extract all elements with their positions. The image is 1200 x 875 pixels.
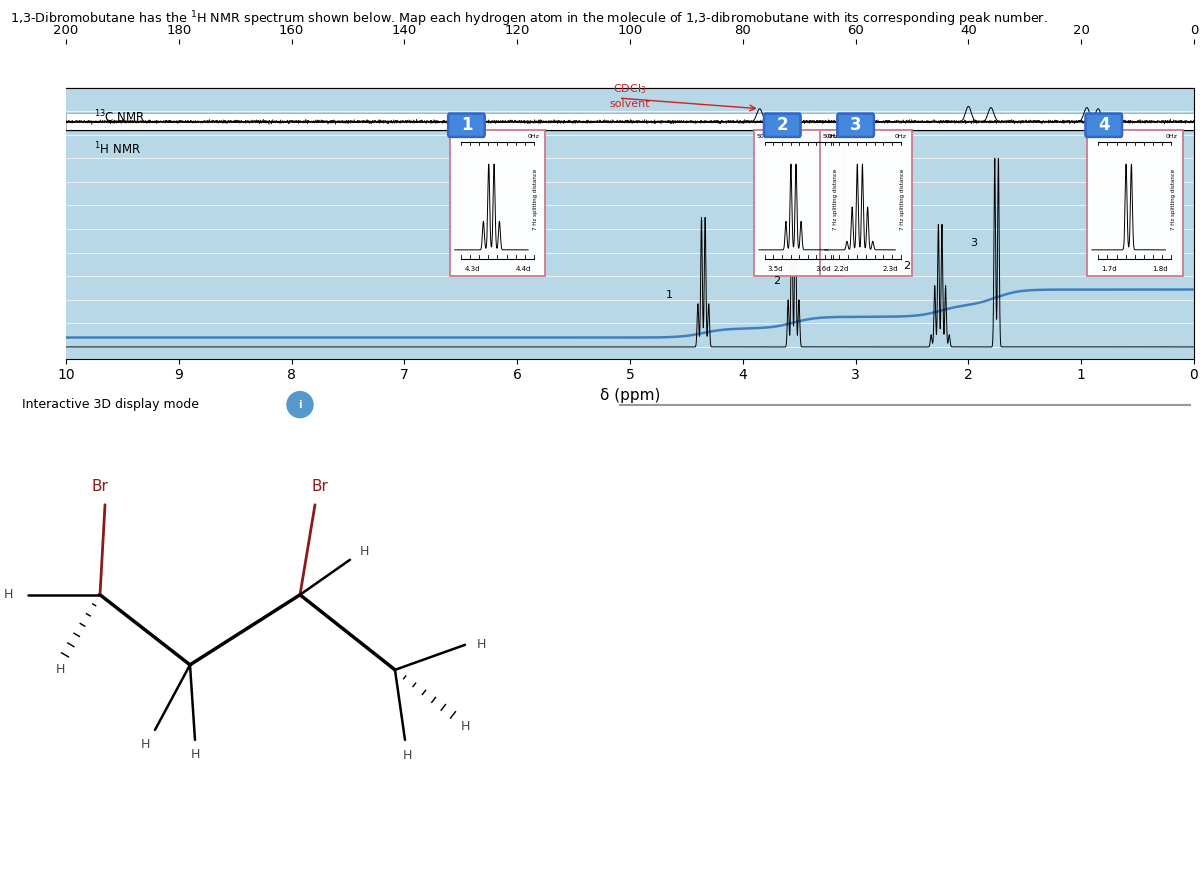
Bar <box>66 113 1194 130</box>
Circle shape <box>287 392 313 417</box>
Bar <box>450 130 545 276</box>
Text: 1: 1 <box>666 290 673 300</box>
Text: Interactive 3D display mode: Interactive 3D display mode <box>22 398 199 411</box>
Text: 50Hz: 50Hz <box>823 134 839 139</box>
Text: 50Hz: 50Hz <box>1091 134 1106 139</box>
Text: 2.3d: 2.3d <box>883 266 898 272</box>
Text: 4.4d: 4.4d <box>515 266 530 272</box>
FancyBboxPatch shape <box>1086 114 1122 136</box>
Text: i: i <box>298 400 302 410</box>
Text: 0Hz: 0Hz <box>895 134 907 139</box>
Text: 0Hz: 0Hz <box>1165 134 1177 139</box>
Text: 1.8d: 1.8d <box>1152 266 1168 272</box>
Text: 50Hz: 50Hz <box>757 134 773 139</box>
Text: 1: 1 <box>461 116 472 134</box>
Bar <box>820 130 912 276</box>
FancyBboxPatch shape <box>764 114 800 136</box>
Text: 1.7d: 1.7d <box>1102 266 1117 272</box>
Text: $^{13}$C NMR: $^{13}$C NMR <box>94 108 145 125</box>
Text: 4.3d: 4.3d <box>464 266 480 272</box>
Text: H: H <box>191 748 199 761</box>
Text: 2: 2 <box>902 262 910 271</box>
Text: $^1$H NMR: $^1$H NMR <box>94 141 142 158</box>
Text: H: H <box>402 749 412 762</box>
Text: 2: 2 <box>776 116 788 134</box>
Text: H: H <box>55 663 65 676</box>
Text: 50Hz: 50Hz <box>454 134 469 139</box>
Text: Br: Br <box>91 480 108 494</box>
Text: H: H <box>478 639 486 651</box>
Text: 3.6d: 3.6d <box>815 266 832 272</box>
Text: 1,3-Dibromobutane has the $^1$H NMR spectrum shown below. Map each hydrogen atom: 1,3-Dibromobutane has the $^1$H NMR spec… <box>10 10 1048 30</box>
Text: 7 Hz splitting distance: 7 Hz splitting distance <box>533 169 539 230</box>
Text: 3: 3 <box>971 238 978 248</box>
Text: 2.2d: 2.2d <box>834 266 848 272</box>
Text: H: H <box>4 588 13 601</box>
Text: H: H <box>360 545 370 558</box>
Text: solvent: solvent <box>610 99 650 109</box>
Text: 2: 2 <box>773 276 780 285</box>
Text: 3.5d: 3.5d <box>768 266 782 272</box>
Text: 7 Hz splitting distance: 7 Hz splitting distance <box>1171 169 1176 230</box>
X-axis label: δ (ppm): δ (ppm) <box>600 388 660 403</box>
Bar <box>754 130 845 276</box>
Bar <box>1087 130 1183 276</box>
FancyBboxPatch shape <box>448 114 485 136</box>
Text: CDCl$_3$: CDCl$_3$ <box>613 82 647 95</box>
Text: 7 Hz splitting distance: 7 Hz splitting distance <box>900 169 905 230</box>
Text: 7 Hz splitting distance: 7 Hz splitting distance <box>833 169 838 230</box>
Text: Br: Br <box>312 480 329 494</box>
Text: 0Hz: 0Hz <box>528 134 540 139</box>
FancyBboxPatch shape <box>838 114 874 136</box>
Text: H: H <box>461 720 470 733</box>
Text: H: H <box>140 738 150 752</box>
Text: 3: 3 <box>850 116 862 134</box>
Text: 4: 4 <box>1098 116 1110 134</box>
Text: 0Hz: 0Hz <box>828 134 840 139</box>
